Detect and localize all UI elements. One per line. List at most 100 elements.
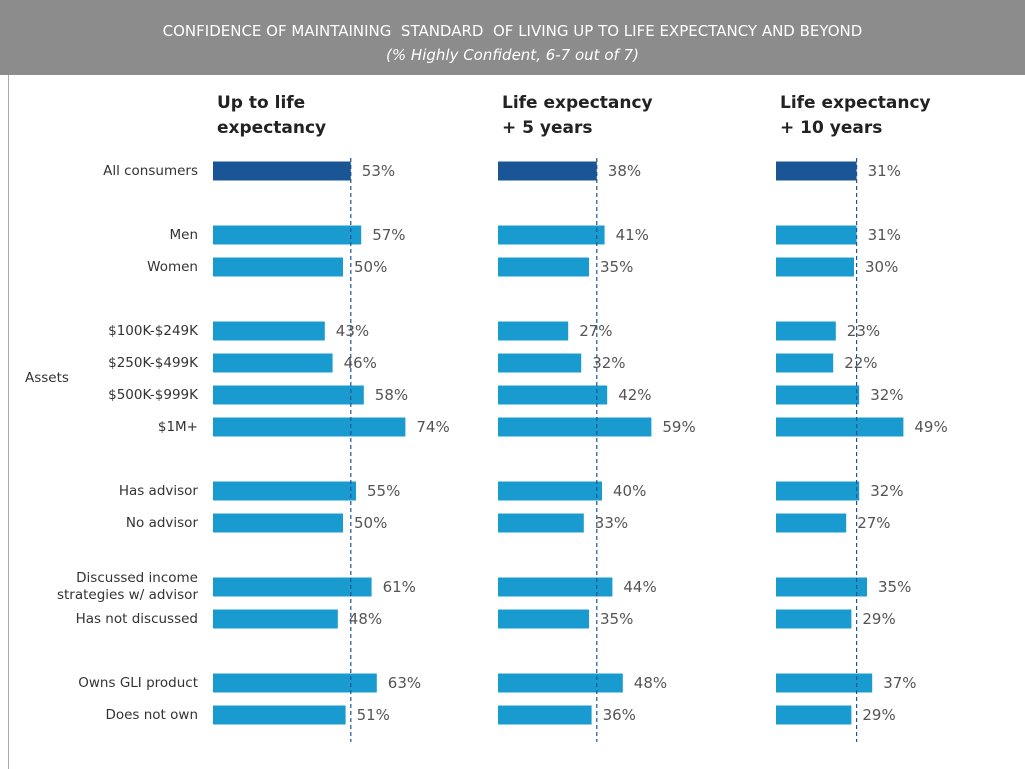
bar xyxy=(213,353,333,373)
value-label: 29% xyxy=(862,610,896,628)
bar xyxy=(776,673,873,693)
bar xyxy=(213,705,346,725)
value-label: 53% xyxy=(361,162,396,180)
value-label: 35% xyxy=(878,578,912,596)
value-label: 23% xyxy=(846,322,881,340)
bar xyxy=(498,609,589,629)
value-label: 31% xyxy=(867,162,901,180)
bar xyxy=(776,257,854,277)
category-label: $100K-$249K xyxy=(108,322,198,339)
value-label: 43% xyxy=(335,322,370,340)
bar xyxy=(776,385,860,405)
bar xyxy=(498,353,582,373)
bar xyxy=(776,609,852,629)
category-label: Does not own xyxy=(105,706,198,723)
bar xyxy=(776,577,867,597)
value-label: 29% xyxy=(862,706,896,724)
value-label: 50% xyxy=(354,514,388,532)
value-label: 61% xyxy=(382,578,416,596)
value-label: 59% xyxy=(662,418,696,436)
value-label: 48% xyxy=(633,674,668,692)
value-label: 50% xyxy=(354,258,388,276)
value-label: 74% xyxy=(416,418,450,436)
panel-title: Life expectancy + 5 years xyxy=(502,93,653,138)
category-label: Women xyxy=(147,258,198,275)
category-label: Discussed income strategies w/ advisor xyxy=(56,570,198,603)
value-label: 30% xyxy=(865,258,899,276)
bar xyxy=(213,513,343,533)
value-label: 44% xyxy=(623,578,657,596)
value-label: 57% xyxy=(372,226,406,244)
bar xyxy=(498,161,597,181)
bar xyxy=(213,417,406,437)
title-banner: CONFIDENCE OF MAINTAINING STANDARD OF LI… xyxy=(0,0,1025,75)
value-label: 22% xyxy=(844,354,878,372)
value-label: 41% xyxy=(615,226,649,244)
category-label: Owns GLI product xyxy=(78,674,198,691)
value-label: 58% xyxy=(374,386,409,404)
bar xyxy=(498,577,613,597)
bar xyxy=(213,577,372,597)
category-label: $250K-$499K xyxy=(108,354,198,371)
bar xyxy=(498,225,605,245)
value-label: 27% xyxy=(579,322,613,340)
bar xyxy=(213,225,362,245)
value-label: 55% xyxy=(367,482,401,500)
category-label: Men xyxy=(169,226,198,243)
bar xyxy=(213,385,364,405)
value-label: 35% xyxy=(600,258,634,276)
panel-title: Up to life expectancy xyxy=(217,93,327,138)
bar xyxy=(498,705,592,725)
bar xyxy=(776,481,860,501)
value-label: 48% xyxy=(348,610,383,628)
category-label: All consumers xyxy=(103,162,198,179)
value-label: 36% xyxy=(602,706,636,724)
bar xyxy=(213,257,343,277)
bar xyxy=(776,161,857,181)
bar xyxy=(776,513,847,533)
bar xyxy=(776,705,852,725)
bar xyxy=(498,513,584,533)
bar xyxy=(776,353,834,373)
bar xyxy=(776,417,904,437)
bar xyxy=(213,481,356,501)
value-label: 35% xyxy=(600,610,634,628)
value-label: 32% xyxy=(870,386,904,404)
bar xyxy=(213,161,351,181)
bar xyxy=(498,481,602,501)
bar xyxy=(776,321,836,341)
bar xyxy=(498,257,589,277)
value-label: 37% xyxy=(883,674,917,692)
value-label: 63% xyxy=(387,674,422,692)
panel-title: Life expectancy + 10 years xyxy=(780,93,931,138)
group-label: Assets xyxy=(25,370,69,386)
bar xyxy=(498,385,608,405)
chart-subtitle: (% Highly Confident, 6-7 out of 7) xyxy=(386,46,639,64)
chart-title: CONFIDENCE OF MAINTAINING STANDARD OF LI… xyxy=(162,22,863,40)
value-label: 31% xyxy=(867,226,901,244)
bar xyxy=(776,225,857,245)
bar xyxy=(498,417,652,437)
category-label: $1M+ xyxy=(157,418,198,435)
value-label: 32% xyxy=(592,354,626,372)
value-label: 33% xyxy=(594,514,629,532)
value-label: 27% xyxy=(857,514,891,532)
value-label: 40% xyxy=(613,482,647,500)
value-label: 38% xyxy=(607,162,642,180)
bar xyxy=(213,673,377,693)
value-label: 42% xyxy=(618,386,652,404)
category-label: Has advisor xyxy=(118,482,198,499)
value-label: 32% xyxy=(870,482,904,500)
value-label: 49% xyxy=(914,418,948,436)
value-label: 46% xyxy=(343,354,377,372)
bar xyxy=(213,321,325,341)
bar xyxy=(498,673,623,693)
category-label: $500K-$999K xyxy=(108,386,198,403)
category-label: Has not discussed xyxy=(75,610,198,627)
category-label: No advisor xyxy=(125,514,198,531)
bar xyxy=(498,321,569,341)
value-label: 51% xyxy=(356,706,390,724)
bar xyxy=(213,609,338,629)
